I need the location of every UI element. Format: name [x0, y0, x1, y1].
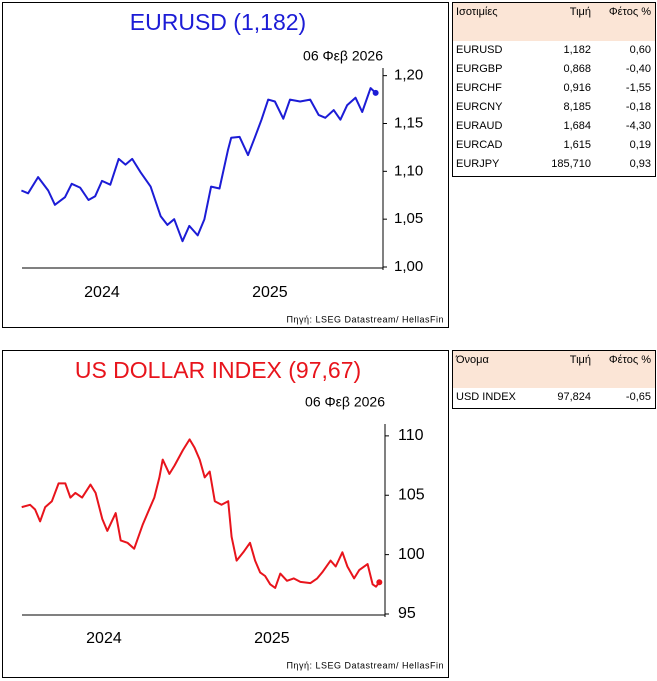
chart-frame: [2, 350, 449, 678]
table-cell: Τιμή: [569, 6, 591, 18]
table-cell: Ισοτιμίες: [456, 6, 498, 18]
y-tick-label: 95: [398, 605, 416, 622]
line: [21, 87, 377, 243]
date-label: 06 Φεβ 2026: [305, 394, 385, 410]
table-row: EURCNY 8,185 -0,18: [453, 98, 655, 117]
table: Όνομα Τιμή Φέτος % USD INDEX 97,824 -0,65: [452, 350, 656, 409]
y-tick-label: 1,10: [394, 162, 423, 179]
y-tick-label: 1,20: [394, 67, 423, 84]
table-cell: 0,60: [629, 44, 651, 56]
source-note: Πηγή: LSEG Datastream/ HellasFin: [286, 314, 444, 324]
table-cell: 1,182: [563, 44, 591, 56]
x-tick-label: 2025: [252, 284, 288, 301]
table-row: EURUSD 1,182 0,60: [453, 41, 655, 60]
y-tick-label: 105: [398, 486, 425, 503]
x-tick-label: 2025: [254, 630, 290, 647]
table-cell: -0,65: [625, 391, 651, 403]
table-cell: -4,30: [625, 120, 651, 132]
table-cell: EURAUD: [456, 120, 503, 132]
table-cell: 1,615: [563, 139, 591, 151]
table-cell: Όνομα: [456, 354, 489, 366]
table: Ισοτιμίες Τιμή Φέτος % EURUSD 1,182 0,60 EURGB…: [452, 2, 656, 177]
table-cell: Φέτος %: [608, 354, 651, 366]
line: [21, 438, 381, 589]
y-tick-label: 1,15: [394, 114, 423, 131]
chart-frame: [2, 2, 449, 328]
table-row: EURCHF 0,916 -1,55: [453, 79, 655, 98]
table-row: EURAUD 1,684 -4,30: [453, 117, 655, 136]
x-tick-label: 2024: [84, 284, 120, 301]
table-cell: 1,684: [563, 120, 591, 132]
table-cell: 0,868: [563, 63, 591, 75]
chart-title: EURUSD (1,182): [130, 9, 306, 35]
last-point: [376, 579, 383, 586]
y-tick-label: 1,00: [394, 258, 423, 275]
x-tick-label: 2024: [86, 630, 122, 647]
table-cell: EURCNY: [456, 101, 503, 113]
table-cell: -1,55: [625, 82, 651, 94]
date-label: 06 Φεβ 2026: [303, 48, 383, 64]
table-cell: 97,824: [557, 391, 591, 403]
table-cell: Φέτος %: [608, 6, 651, 18]
table-cell: 0,916: [563, 82, 591, 94]
table-cell: 0,93: [629, 158, 651, 170]
table-cell: EURUSD: [456, 44, 503, 56]
table-cell: 0,19: [629, 139, 651, 151]
chart-title: US DOLLAR INDEX (97,67): [75, 357, 361, 383]
table-cell: 8,185: [563, 101, 591, 113]
table-cell: EURCHF: [456, 82, 502, 94]
table-header: Ισοτιμίες Τιμή Φέτος %: [453, 3, 655, 41]
table-cell: -0,18: [625, 101, 651, 113]
table-cell: Τιμή: [569, 354, 591, 366]
table-row: EURCAD 1,615 0,19: [453, 136, 655, 155]
table-row: USD INDEX 97,824 -0,65: [453, 388, 655, 407]
y-tick-label: 110: [398, 427, 424, 444]
table-cell: EURJPY: [456, 158, 500, 170]
source-note: Πηγή: LSEG Datastream/ HellasFin: [286, 660, 444, 670]
table-row: EURGBP 0,868 -0,40: [453, 60, 655, 79]
y-tick-label: 100: [398, 546, 425, 563]
table-cell: 185,710: [551, 158, 591, 170]
table-cell: -0,40: [625, 63, 651, 75]
table-cell: EURCAD: [456, 139, 503, 151]
table-cell: EURGBP: [456, 63, 503, 75]
last-point: [372, 89, 379, 96]
table-row: EURJPY 185,710 0,93: [453, 155, 655, 174]
table-header: Όνομα Τιμή Φέτος %: [453, 351, 655, 388]
table-cell: USD INDEX: [456, 391, 516, 403]
y-tick-label: 1,05: [394, 210, 423, 227]
